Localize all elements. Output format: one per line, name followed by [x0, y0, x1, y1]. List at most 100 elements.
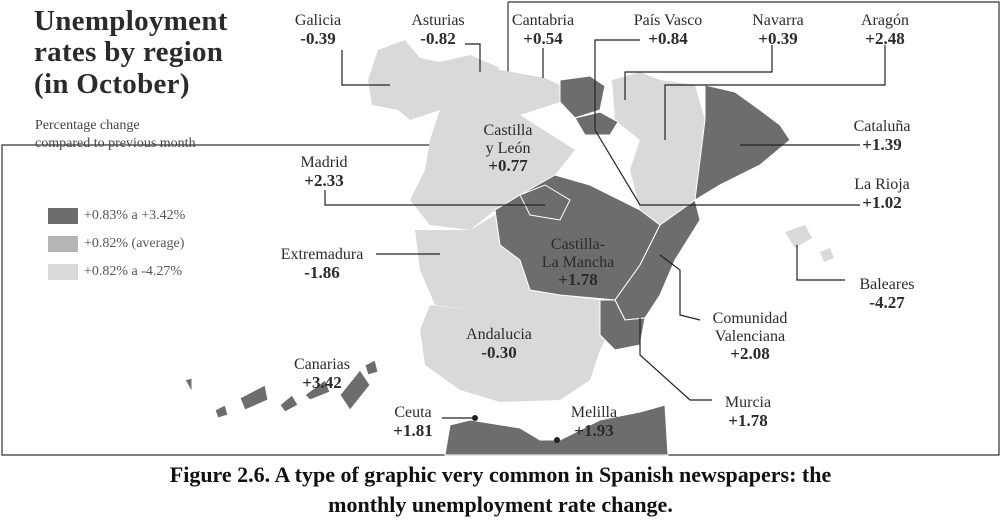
region-value: +2.48 — [865, 28, 905, 48]
region-cantabria — [559, 75, 606, 119]
region-value: -0.82 — [420, 28, 456, 48]
region-value: +2.08 — [730, 344, 770, 364]
region-canarias — [184, 359, 379, 419]
label-murcia: Murcia +1.78 — [710, 394, 786, 430]
legend-label: +0.83% a +3.42% — [84, 208, 186, 223]
map-subtitle: Percentage change compared to previous m… — [35, 117, 196, 153]
region-value: +3.42 — [302, 372, 342, 392]
label-ceuta: Ceuta +1.81 — [382, 404, 444, 440]
region-value: +0.39 — [758, 28, 798, 48]
legend-swatch — [48, 236, 78, 252]
region-name: Ceuta — [394, 404, 432, 421]
region-pais-vasco — [574, 111, 619, 136]
region-value: -4.27 — [869, 292, 905, 312]
region-name-line: Valenciana — [714, 327, 786, 345]
region-name-line: Castilla- — [550, 236, 606, 253]
region-name: Navarra — [752, 12, 804, 29]
region-name: Asturias — [411, 12, 465, 29]
region-name-line: Castilla — [483, 122, 533, 139]
title-line: (in October) — [34, 67, 190, 100]
spain-region-map — [1, 1, 1000, 456]
label-andalucia: Andalucia -0.30 — [455, 326, 543, 362]
region-extremadura — [415, 215, 530, 310]
label-asturias: Asturias -0.82 — [398, 12, 478, 48]
region-name: Melilla — [570, 404, 618, 421]
label-baleares: Baleares -4.27 — [845, 276, 929, 312]
region-value: +0.84 — [648, 28, 688, 48]
region-name: Baleares — [859, 276, 915, 293]
legend-label: +0.82% (average) — [84, 236, 185, 251]
light-regions — [368, 40, 834, 402]
region-baleares — [785, 225, 834, 262]
region-ceuta-coast — [444, 404, 669, 456]
label-melilla: Melilla +1.93 — [558, 404, 630, 440]
region-cataluna — [694, 84, 791, 201]
label-madrid: Madrid +2.33 — [286, 154, 362, 190]
region-name: Murcia — [724, 394, 772, 411]
region-value: +0.77 — [488, 156, 528, 176]
region-name: País Vasco — [633, 12, 703, 29]
region-castilla-leon — [410, 100, 575, 230]
region-name-line: y León — [485, 139, 531, 157]
region-name: Cataluña — [853, 118, 911, 135]
region-name: Madrid — [300, 154, 348, 171]
legend-swatch — [48, 264, 78, 280]
region-value: +1.02 — [862, 192, 902, 212]
region-name-line: La Mancha — [541, 253, 615, 271]
legend-item: +0.82% a -4.27% — [48, 258, 185, 286]
legend-swatch — [48, 208, 78, 224]
region-value: +2.33 — [304, 170, 344, 190]
legend-item: +0.82% (average) — [48, 230, 185, 258]
region-value: +1.39 — [862, 134, 902, 154]
region-value: -0.39 — [300, 28, 336, 48]
region-name: Extremadura — [280, 246, 364, 263]
label-galicia: Galicia -0.39 — [288, 12, 348, 48]
subtitle-line: compared to previous month — [35, 136, 196, 152]
figure-caption: Figure 2.6. A type of graphic very commo… — [0, 460, 1001, 519]
legend-label: +0.82% a -4.27% — [84, 264, 183, 279]
label-castilla-mancha: Castilla- La Mancha +1.78 — [528, 236, 628, 290]
label-la-rioja: La Rioja +1.02 — [842, 176, 922, 212]
label-valenciana: Comunidad Valenciana +2.08 — [695, 310, 805, 364]
region-name: Aragón — [861, 12, 909, 29]
region-name: Galicia — [294, 12, 342, 29]
label-aragon: Aragón +2.48 — [845, 12, 925, 48]
caption-line: Figure 2.6. A type of graphic very commo… — [169, 462, 832, 487]
region-name: Andalucia — [466, 326, 532, 343]
label-extremadura: Extremadura -1.86 — [268, 246, 376, 282]
legend-item: +0.83% a +3.42% — [48, 202, 185, 230]
region-value: -1.86 — [304, 262, 340, 282]
map-legend: +0.83% a +3.42% +0.82% (average) +0.82% … — [48, 202, 185, 286]
title-line: Unemployment — [34, 5, 228, 37]
region-name: Cantabria — [511, 12, 575, 29]
dark-regions — [184, 75, 791, 456]
region-madrid — [519, 184, 571, 221]
title-line: rates by region — [34, 36, 224, 69]
region-value: +1.93 — [574, 420, 614, 440]
region-andalucia — [420, 290, 615, 402]
label-canarias: Canarias +3.42 — [282, 356, 362, 392]
region-value: -0.30 — [481, 342, 517, 362]
melilla-dot — [554, 437, 560, 443]
region-name: La Rioja — [854, 176, 910, 193]
region-valenciana — [614, 199, 701, 321]
region-asturias — [440, 55, 500, 75]
label-pais-vasco: País Vasco +0.84 — [620, 12, 716, 48]
map-title: Unemployment rates by region (in October… — [34, 5, 228, 100]
region-name: Canarias — [294, 356, 350, 373]
region-galicia — [368, 40, 560, 120]
region-value: +0.54 — [523, 28, 563, 48]
caption-line: monthly unemployment rate change. — [328, 491, 673, 517]
region-name-line: Comunidad — [712, 310, 788, 327]
region-value: +1.78 — [728, 410, 768, 430]
region-murcia — [599, 299, 646, 351]
label-navarra: Navarra +0.39 — [738, 12, 818, 48]
label-castilla-leon: Castilla y León +0.77 — [468, 122, 548, 176]
region-value: +1.81 — [393, 420, 433, 440]
region-value: +1.78 — [558, 270, 598, 290]
label-cantabria: Cantabria +0.54 — [500, 12, 586, 48]
leader-lines — [324, 39, 886, 419]
label-cataluna: Cataluña +1.39 — [842, 118, 922, 154]
subtitle-line: Percentage change — [35, 118, 140, 133]
ceuta-dot — [472, 415, 478, 421]
